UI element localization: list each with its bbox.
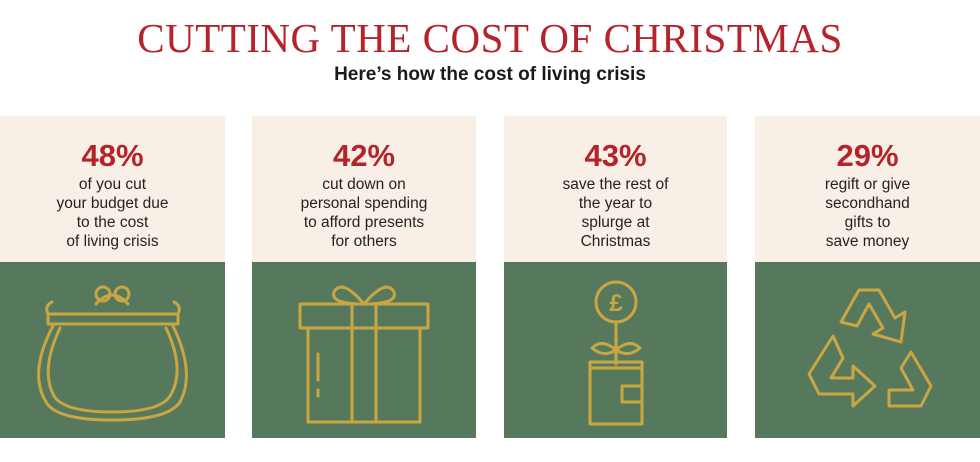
stat-description: regift or give secondhand gifts to save … [824,176,911,250]
page-subtitle: Here’s how the cost of living crisis [334,64,646,85]
gift-box-icon [252,262,476,438]
stat-percentage: 43% [584,138,647,173]
stat-percentage: 29% [836,138,899,173]
stat-card-icon-panel [252,262,476,438]
stat-card-text-panel: 43% save the rest of the year to splurge… [504,116,727,262]
stat-card-icon-panel [755,262,980,438]
recycle-icon [755,262,980,438]
stat-card-text-panel: 29% regift or give secondhand gifts to s… [755,116,980,262]
stat-card-text-panel: 42% cut down on personal spending to aff… [252,116,476,262]
stat-card-icon-panel [0,262,225,438]
page-title: CUTTING THE COST OF CHRISTMAS [137,15,843,61]
stat-card-saving: 43% save the rest of the year to splurge… [504,116,727,438]
stat-card-text-panel: 48% of you cut your budget due to the co… [0,116,225,262]
stat-card-budget: 48% of you cut your budget due to the co… [0,116,225,438]
stat-percentage: 42% [332,138,396,173]
stat-percentage: 48% [81,138,144,173]
purse-icon [0,262,225,438]
stat-card-icon-panel: £ [504,262,727,438]
money-plant-wallet-icon: £ [504,262,727,438]
stat-description: save the rest of the year to splurge at … [562,176,669,250]
stat-card-regift: 29% regift or give secondhand gifts to s… [755,116,980,438]
stat-description: of you cut your budget due to the cost o… [56,176,169,250]
stat-card-spending: 42% cut down on personal spending to aff… [252,116,476,438]
stat-description: cut down on personal spending to afford … [300,176,428,250]
pound-sign-icon: £ [609,290,623,317]
